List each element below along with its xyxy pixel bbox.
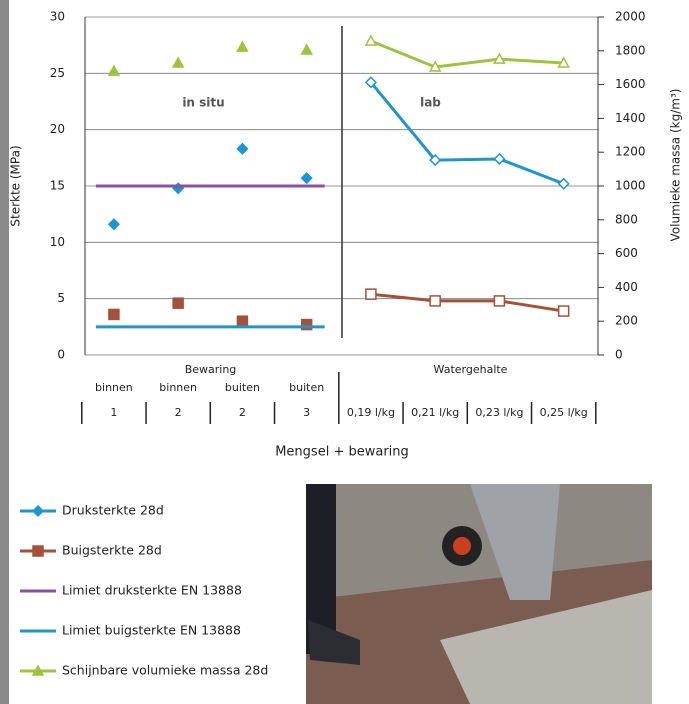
y-tick-label: 0 (57, 348, 65, 362)
legend-label: Limiet druksterkte EN 13888 (62, 583, 242, 598)
y2-tick-label: 0 (615, 348, 623, 362)
y2-tick-label: 1400 (615, 111, 646, 125)
group-annotation: in situ (182, 96, 224, 110)
group-name: Bewaring (185, 363, 237, 376)
x-tick-label: 0,25 l/kg (540, 406, 588, 419)
marker (494, 154, 504, 164)
group-name: Watergehalte (434, 363, 508, 376)
marker (173, 298, 183, 308)
x-axis-label: Mengsel + bewaring (275, 445, 409, 460)
marker (33, 546, 43, 556)
y2-tick-label: 2000 (615, 10, 646, 24)
x-tick-label: 2 (175, 406, 182, 419)
y2-tick-label: 800 (615, 212, 638, 226)
marker (559, 306, 569, 316)
legend-label: Schijnbare volumieke massa 28d (62, 663, 268, 678)
y2-axis-label: Volumieke massa (kg/m³) (669, 89, 683, 242)
x-subcategory: binnen (159, 381, 197, 394)
marker (237, 144, 247, 154)
y-tick-label: 5 (57, 291, 65, 305)
hub (453, 537, 471, 555)
legend-label: Buigsterkte 28d (62, 543, 162, 558)
left-edge (0, 0, 9, 704)
y2-tick-label: 600 (615, 246, 638, 260)
marker (173, 58, 183, 67)
marker (109, 219, 119, 229)
x-tick-label: 2 (239, 406, 246, 419)
y-tick-label: 20 (50, 122, 65, 136)
marker (237, 316, 247, 326)
marker (302, 173, 312, 183)
group-annotation: lab (420, 96, 441, 110)
x-tick-label: 0,23 l/kg (475, 406, 523, 419)
marker (559, 179, 569, 189)
x-tick-label: 1 (110, 406, 117, 419)
marker (366, 289, 376, 299)
y2-tick-label: 1600 (615, 77, 646, 91)
y2-tick-label: 400 (615, 280, 638, 294)
series-line (371, 82, 564, 183)
x-tick-label: 0,21 l/kg (411, 406, 459, 419)
x-subcategory: binnen (95, 381, 133, 394)
y-tick-label: 30 (50, 10, 65, 24)
x-tick-label: 0,19 l/kg (347, 406, 395, 419)
legend-label: Limiet buigsterkte EN 13888 (62, 623, 241, 638)
series-line (371, 294, 564, 311)
y2-tick-label: 1000 (615, 179, 646, 193)
y-tick-label: 25 (50, 66, 65, 80)
marker (237, 42, 247, 51)
photo (306, 484, 652, 704)
marker (302, 45, 312, 54)
marker (430, 296, 440, 306)
page: 0 5 10 15 20 25 30 0 200 400 600 800 1000 1200 1400 160… (0, 0, 689, 704)
x-tick-label: 3 (303, 406, 310, 419)
legend-label: Druksterkte 28d (62, 503, 164, 518)
marker (33, 506, 43, 516)
y2-tick-label: 1800 (615, 43, 646, 57)
y-tick-label: 15 (50, 179, 65, 193)
marker (494, 296, 504, 306)
x-subcategory: buiten (225, 381, 260, 394)
marker (366, 36, 376, 45)
y2-tick-label: 200 (615, 314, 638, 328)
y-tick-label: 10 (50, 235, 65, 249)
marker (109, 66, 119, 75)
marker (109, 309, 119, 319)
y-axis-label: Sterkte (MPa) (9, 145, 23, 226)
series-line (371, 41, 564, 67)
x-subcategory: buiten (289, 381, 324, 394)
y2-tick-label: 1200 (615, 145, 646, 159)
